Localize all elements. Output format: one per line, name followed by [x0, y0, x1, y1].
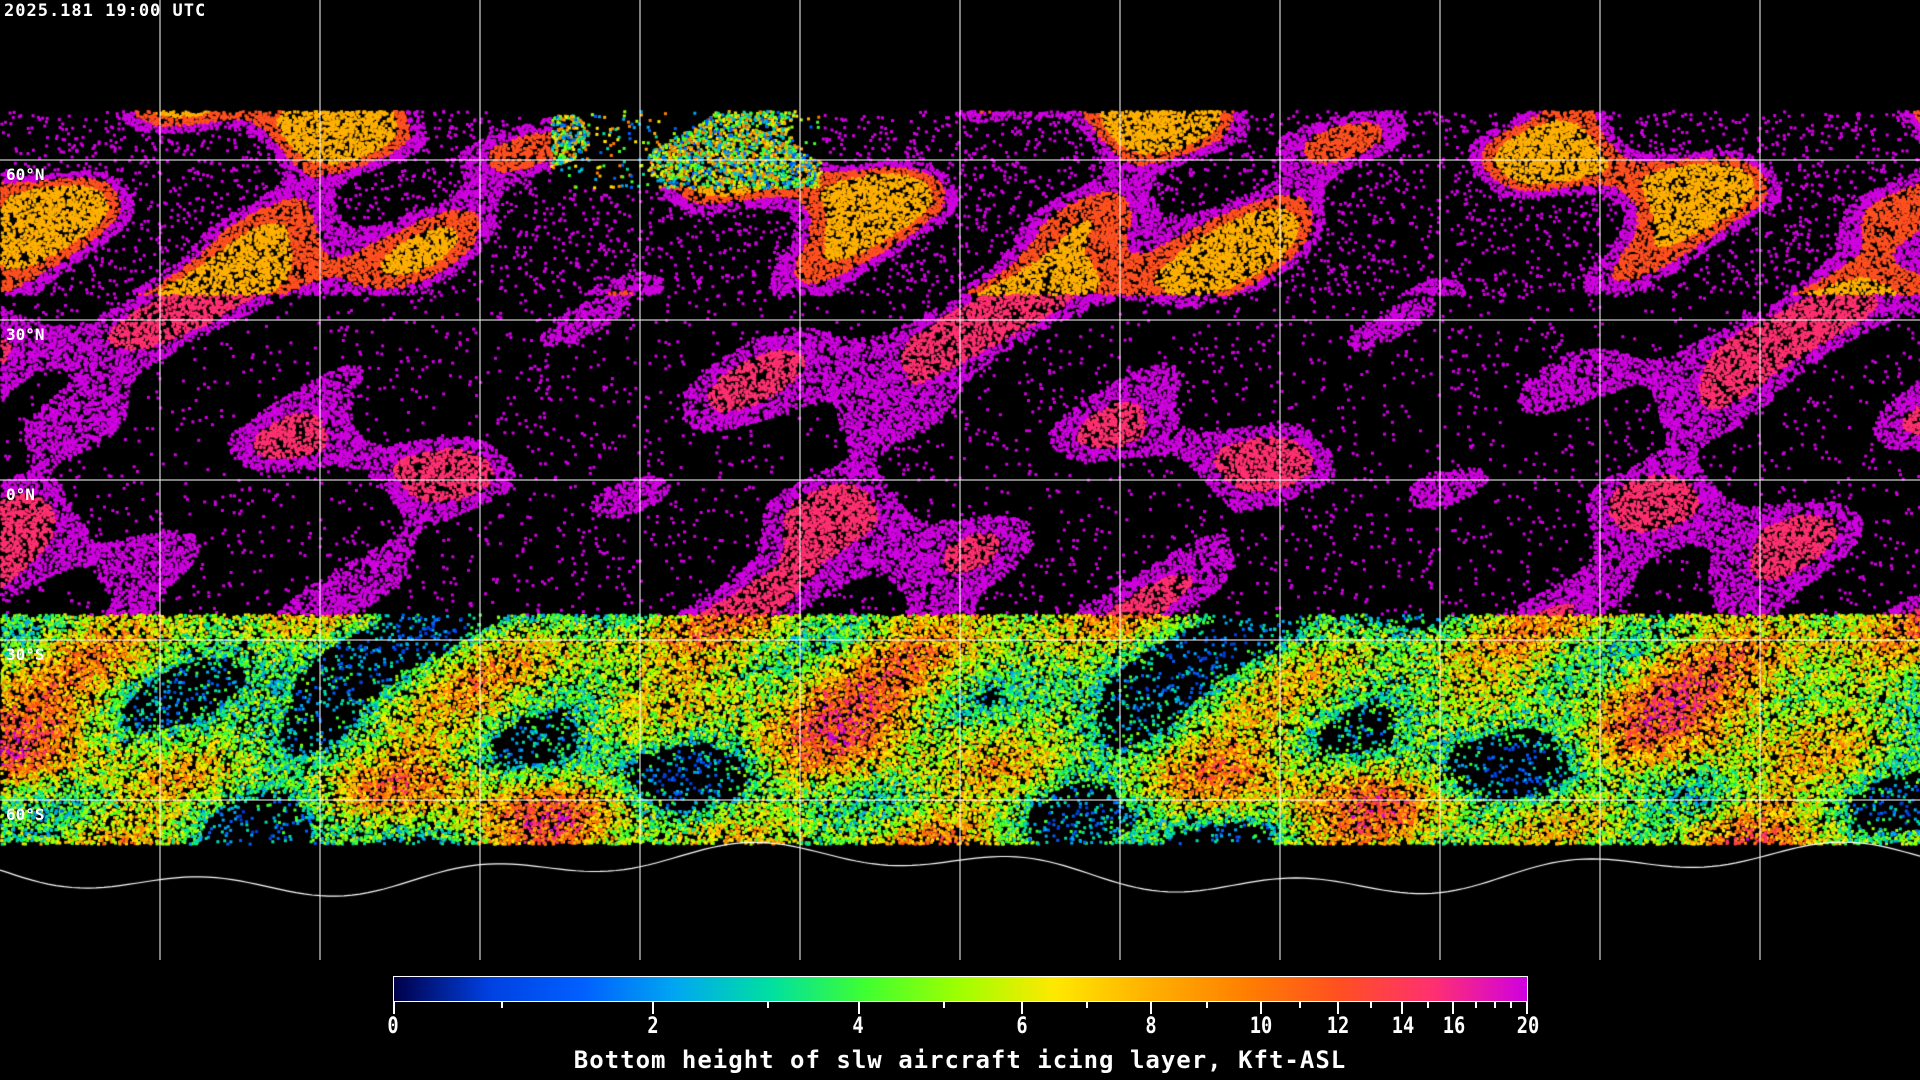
minor-tick: [1510, 1002, 1513, 1008]
minor-tick: [1299, 1002, 1302, 1008]
minor-tick: [766, 1002, 769, 1008]
tick-label: 20: [1516, 1014, 1540, 1039]
tick-label: 6: [1016, 1014, 1028, 1039]
latitude-label: 30°S: [6, 645, 45, 664]
major-tick: [1452, 1002, 1455, 1014]
tick-label: 2: [647, 1014, 659, 1039]
latitude-label: 0°N: [6, 485, 35, 504]
minor-tick: [1427, 1002, 1430, 1008]
major-tick: [393, 1002, 395, 1014]
major-tick: [1149, 1002, 1152, 1014]
minor-tick: [1494, 1002, 1497, 1008]
minor-tick: [500, 1002, 503, 1008]
graticule: [0, 0, 1920, 960]
tick-label: 14: [1391, 1014, 1415, 1039]
colorbar-ticks: [393, 1002, 1528, 1014]
major-tick: [652, 1002, 655, 1014]
minor-tick: [1086, 1002, 1089, 1008]
major-tick: [1259, 1002, 1262, 1014]
tick-label: 16: [1442, 1014, 1466, 1039]
tick-label: 10: [1250, 1014, 1273, 1039]
tick-label: 12: [1327, 1014, 1350, 1039]
tick-label: 8: [1145, 1014, 1157, 1039]
latitude-label: 60°S: [6, 805, 45, 824]
tick-label: 0: [387, 1014, 399, 1039]
latitude-label: 60°N: [6, 165, 45, 184]
minor-tick: [1475, 1002, 1477, 1008]
major-tick: [1020, 1002, 1023, 1014]
tick-label: 4: [852, 1014, 864, 1039]
latitude-label: 30°N: [6, 325, 45, 344]
major-tick: [857, 1002, 860, 1014]
major-tick: [1336, 1002, 1339, 1014]
minor-tick: [1206, 1002, 1209, 1008]
timestamp: 2025.181 19:00 UTC: [4, 1, 207, 21]
minor-tick: [1369, 1002, 1372, 1008]
colorbar: [393, 976, 1528, 1002]
major-tick: [1526, 1002, 1528, 1014]
minor-tick: [942, 1002, 945, 1008]
major-tick: [1401, 1002, 1404, 1014]
colorbar-title: Bottom height of slw aircraft icing laye…: [573, 1046, 1347, 1074]
